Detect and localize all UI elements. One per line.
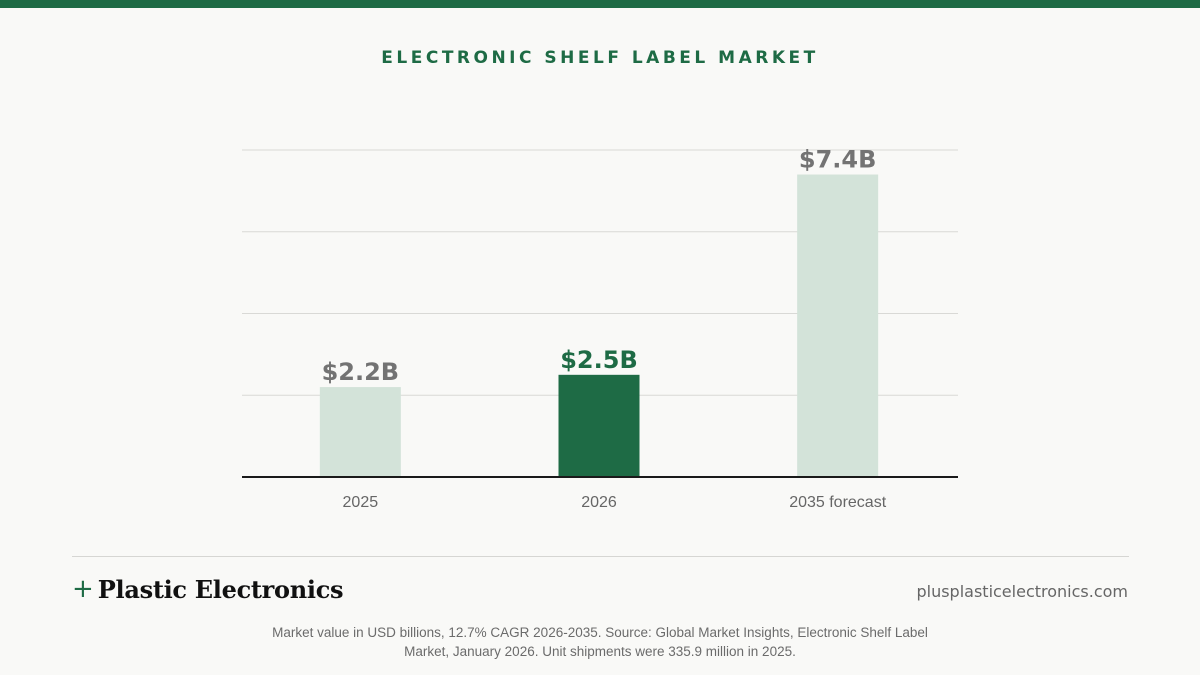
footer-divider bbox=[72, 556, 1129, 557]
source-footnote: Market value in USD billions, 12.7% CAGR… bbox=[272, 625, 928, 659]
x-tick-label: 2026 bbox=[581, 494, 617, 511]
chart-title: ELECTRONIC SHELF LABEL MARKET bbox=[381, 48, 819, 68]
brand-name: Plastic Electronics bbox=[97, 574, 344, 604]
bar bbox=[319, 387, 401, 477]
site-url: plusplasticelectronics.com bbox=[916, 582, 1128, 601]
x-tick-label: 2035 forecast bbox=[789, 494, 887, 511]
bar bbox=[797, 174, 879, 477]
brand-logo: + Plastic Electronics bbox=[72, 572, 344, 606]
data-label: $2.5B bbox=[560, 346, 638, 374]
data-label: $7.4B bbox=[799, 146, 877, 174]
top-accent-bar bbox=[0, 0, 1200, 8]
bar-chart: $2.2B 2025 $2.5B 2026 $7.4B 2035 forecast bbox=[242, 146, 958, 511]
x-tick-label: 2025 bbox=[343, 494, 379, 511]
plus-icon: + bbox=[72, 574, 94, 604]
bar bbox=[558, 374, 640, 477]
data-label: $2.2B bbox=[322, 358, 400, 386]
